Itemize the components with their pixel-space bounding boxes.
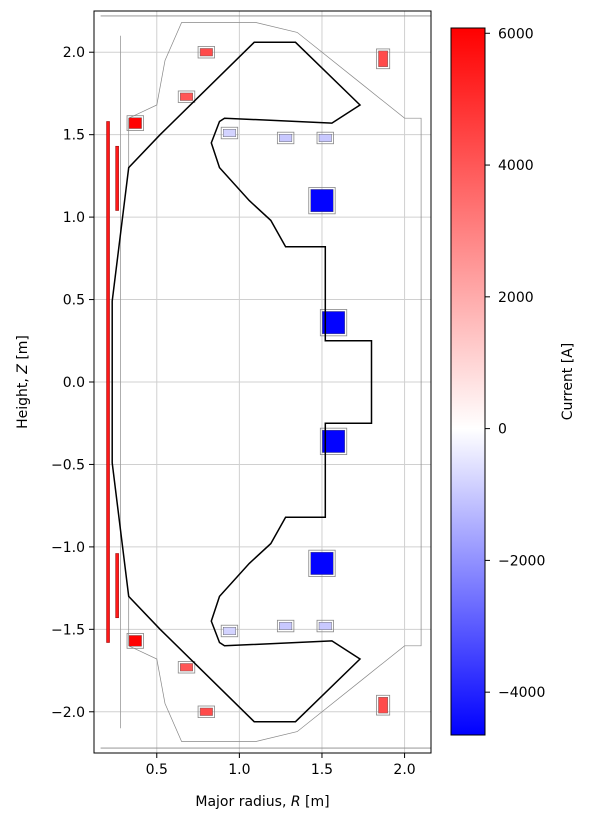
plasma-boundary-line <box>111 41 373 723</box>
x-axis-label: Major radius, R [m] <box>195 794 329 810</box>
colorbar-ticks: 6000 4000 2000 0 −2000 −4000 <box>485 26 545 701</box>
coil-set <box>126 46 391 718</box>
coil-casing <box>316 131 334 145</box>
coil-casing <box>177 90 196 103</box>
coil-casing <box>276 619 295 633</box>
coil <box>180 663 193 672</box>
x-tick-label: 1.5 <box>311 762 333 778</box>
central-solenoid <box>106 121 110 643</box>
x-tick-label: 1.0 <box>228 762 250 778</box>
y-tick-label: 1.5 <box>63 128 85 144</box>
coil-casing <box>376 694 391 716</box>
coil-casing <box>126 633 144 649</box>
coil <box>199 707 213 716</box>
y-tick-label: −2.0 <box>51 705 85 721</box>
y-tick-label: −1.0 <box>51 540 85 556</box>
x-tick-label: 2.0 <box>393 762 415 778</box>
colorbar-tick-label: 2000 <box>498 290 534 306</box>
coil <box>378 697 388 714</box>
y-tick-label: 0.5 <box>63 293 85 309</box>
y-tick-label: 2.0 <box>63 45 85 61</box>
coil-casing <box>276 131 295 145</box>
coil <box>128 117 142 129</box>
coil-casing <box>308 187 336 215</box>
colorbar-tick-label: 4000 <box>498 158 534 174</box>
coil-casing <box>220 126 239 140</box>
coil <box>180 92 193 101</box>
coil <box>318 622 332 631</box>
coil-casing <box>316 619 334 633</box>
vessel-wall <box>111 22 422 742</box>
coil <box>199 48 213 57</box>
coil <box>310 551 334 575</box>
x-tick-label: 0.5 <box>146 762 168 778</box>
solenoid-end-stack <box>115 145 119 211</box>
coil-casing <box>126 115 144 131</box>
coil-casing <box>197 705 215 718</box>
coil-casing <box>376 48 391 70</box>
coil <box>279 622 293 631</box>
colorbar <box>450 27 486 736</box>
y-axis-ticks: 2.0 1.5 1.0 0.5 0.0 −0.5 −1.0 −1.5 −2.0 <box>51 45 94 721</box>
coil <box>378 50 388 67</box>
coil <box>279 133 293 142</box>
coil-casing <box>319 309 348 337</box>
coil-casing <box>220 624 239 638</box>
coil <box>318 133 332 142</box>
plasma-boundary <box>111 41 373 723</box>
machine-structure <box>100 15 431 749</box>
colorbar-tick-label: −2000 <box>498 553 545 569</box>
coil <box>310 189 334 213</box>
coil <box>322 311 345 335</box>
coil-casing <box>197 46 215 59</box>
colorbar-tick-label: 6000 <box>498 26 534 42</box>
solenoid-end-stack <box>115 553 119 619</box>
coil <box>322 429 345 453</box>
colorbar-label: Current [A] <box>560 343 576 421</box>
x-axis-ticks: 0.5 1.0 1.5 2.0 <box>146 753 416 778</box>
y-tick-label: −1.5 <box>51 622 85 638</box>
y-tick-label: −0.5 <box>51 457 85 473</box>
coil <box>223 627 236 635</box>
y-tick-label: 0.0 <box>63 375 85 391</box>
colorbar-tick-label: 0 <box>498 422 507 438</box>
grid-lines <box>94 11 431 753</box>
y-axis-label: Height, Z [m] <box>15 335 31 429</box>
coil-casing <box>319 427 348 455</box>
coil <box>223 129 236 137</box>
coil-casing <box>177 661 196 674</box>
colorbar-tick-label: −4000 <box>498 685 545 701</box>
coil-casing <box>308 549 336 577</box>
y-tick-label: 1.0 <box>63 210 85 226</box>
coil <box>128 635 142 647</box>
